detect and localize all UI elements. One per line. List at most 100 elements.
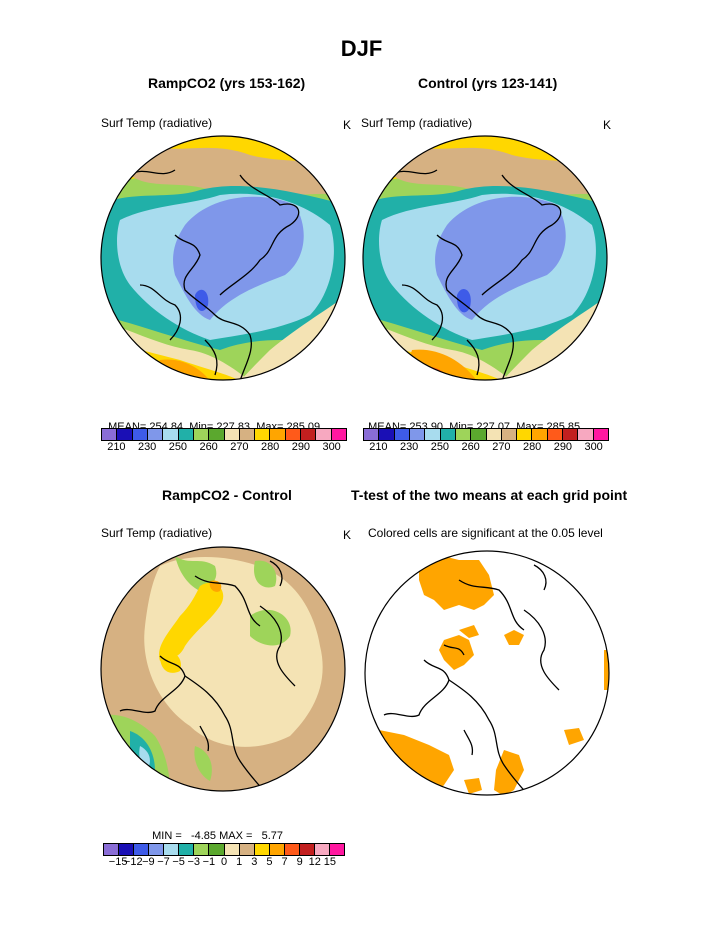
colorbar-swatch [255, 429, 271, 440]
colorbar-swatch [104, 844, 120, 855]
colorbar-tick-label: 270 [230, 441, 249, 453]
figure-title: DJF [340, 36, 383, 61]
colorbar-difference: −15 −12 −9 −7 −5 −3 −1 0 1 3 5 7 9 12 15 [103, 843, 345, 869]
colorbar-swatch [316, 429, 332, 440]
colorbar-tick-label: 230 [137, 441, 157, 453]
colorbar-swatch [119, 844, 135, 855]
ttest-map [364, 550, 610, 796]
colorbar-swatch [178, 429, 194, 440]
colorbar-swatch [455, 429, 472, 440]
panel-control-variable: Surf Temp (radiative) [361, 116, 473, 130]
panel-ttest-title: T-test of the two means at each grid poi… [351, 487, 628, 503]
colorbar-tick-label: −12 [123, 856, 143, 868]
colorbar-tick-label: 12 [308, 856, 321, 868]
stat-max: 5.77 [261, 830, 284, 842]
colorbar-rampco2: 210 230 250 260 270 280 290 300 [101, 428, 347, 454]
panel-difference-variable: Surf Temp (radiative) [101, 526, 213, 540]
colorbar-tick-label: 290 [553, 441, 573, 453]
colorbar-swatch [532, 429, 548, 440]
stat-max-label: MAX = [219, 830, 253, 842]
colorbar-swatch [239, 429, 256, 440]
colorbar-tick-label: 7 [281, 856, 288, 868]
colorbar-swatch [147, 429, 164, 440]
colorbar-swatch [163, 429, 179, 440]
colorbar-swatches [363, 428, 609, 441]
colorbar-swatch [425, 429, 441, 440]
colorbar-swatch [194, 844, 210, 855]
colorbar-swatch [254, 844, 270, 855]
colorbar-tick-label: 280 [260, 441, 280, 453]
colorbar-tick-label: 290 [291, 441, 311, 453]
colorbar-swatch [394, 429, 410, 440]
colorbar-swatch [179, 844, 195, 855]
colorbar-tick-label: 3 [251, 856, 258, 868]
colorbar-swatch [547, 429, 564, 440]
colorbar-swatch [486, 429, 502, 440]
colorbar-swatch [269, 844, 285, 855]
panel-rampco2-units: K [343, 118, 352, 132]
colorbar-swatch [164, 844, 180, 855]
colorbar-swatch [440, 429, 456, 440]
colorbar-swatch [102, 429, 118, 440]
colorbar-tick-label: −3 [187, 856, 201, 868]
colorbar-swatch [501, 429, 518, 440]
colorbar-tick-label: 260 [199, 441, 218, 453]
control-map [362, 135, 608, 381]
colorbar-tick-label: 300 [322, 441, 341, 453]
colorbar-swatch [193, 429, 210, 440]
colorbar-swatch [239, 844, 255, 855]
colorbar-tick-label: 210 [369, 441, 388, 453]
colorbar-swatch [149, 844, 165, 855]
colorbar-tick-label: 230 [399, 441, 419, 453]
colorbar-swatches [101, 428, 347, 441]
colorbar-swatch [409, 429, 426, 440]
colorbar-tick-label: 250 [430, 441, 450, 453]
colorbar-swatch [329, 844, 344, 855]
colorbar-tick-label: 250 [168, 441, 188, 453]
colorbar-swatch [117, 429, 133, 440]
colorbar-swatches [103, 843, 345, 856]
colorbar-swatch [132, 429, 148, 440]
colorbar-swatch [314, 844, 330, 855]
colorbar-swatch [517, 429, 533, 440]
colorbar-swatch [224, 844, 240, 855]
panel-difference-title: RampCO2 - Control [162, 487, 292, 503]
colorbar-tick-label: 300 [584, 441, 603, 453]
colorbar-swatch [209, 844, 225, 855]
colorbar-tick-label: −1 [202, 856, 216, 868]
rampco2-map [100, 135, 346, 381]
colorbar-tick-label: 9 [296, 856, 303, 868]
panel-difference-stats: MIN = -4.85 MAX = 5.77 [146, 818, 283, 842]
colorbar-tick-label: 280 [522, 441, 542, 453]
stat-min-label: MIN = [152, 830, 182, 842]
colorbar-swatch [331, 429, 346, 440]
colorbar-swatch [284, 844, 300, 855]
colorbar-swatch [364, 429, 380, 440]
colorbar-swatch [209, 429, 225, 440]
panel-control-units: K [603, 118, 612, 132]
panel-difference-units: K [343, 528, 352, 542]
colorbar-tick-label: 15 [323, 856, 336, 868]
panel-control-title: Control (yrs 123-141) [418, 75, 558, 91]
colorbar-tick-label: −15 [108, 856, 128, 868]
colorbar-tick-label: 270 [492, 441, 511, 453]
difference-map [100, 546, 346, 792]
colorbar-swatch [578, 429, 594, 440]
colorbar-swatch [593, 429, 608, 440]
colorbar-swatch [270, 429, 286, 440]
colorbar-swatch [471, 429, 487, 440]
colorbar-swatch [299, 844, 315, 855]
colorbar-swatch [379, 429, 395, 440]
colorbar-labels: 210 230 250 260 270 280 290 300 [101, 441, 347, 454]
colorbar-tick-label: −9 [142, 856, 155, 868]
colorbar-tick-label: 0 [220, 856, 228, 868]
colorbar-swatch [285, 429, 302, 440]
colorbar-labels: −15 −12 −9 −7 −5 −3 −1 0 1 3 5 7 9 12 15 [103, 856, 345, 869]
colorbar-tick-label: −5 [172, 856, 185, 868]
colorbar-swatch [224, 429, 240, 440]
stat-min: -4.85 [190, 830, 217, 842]
colorbar-labels: 210 230 250 260 270 280 290 300 [363, 441, 609, 454]
colorbar-swatch [563, 429, 579, 440]
colorbar-tick-label: 1 [236, 856, 243, 868]
colorbar-control: 210 230 250 260 270 280 290 300 [363, 428, 609, 454]
